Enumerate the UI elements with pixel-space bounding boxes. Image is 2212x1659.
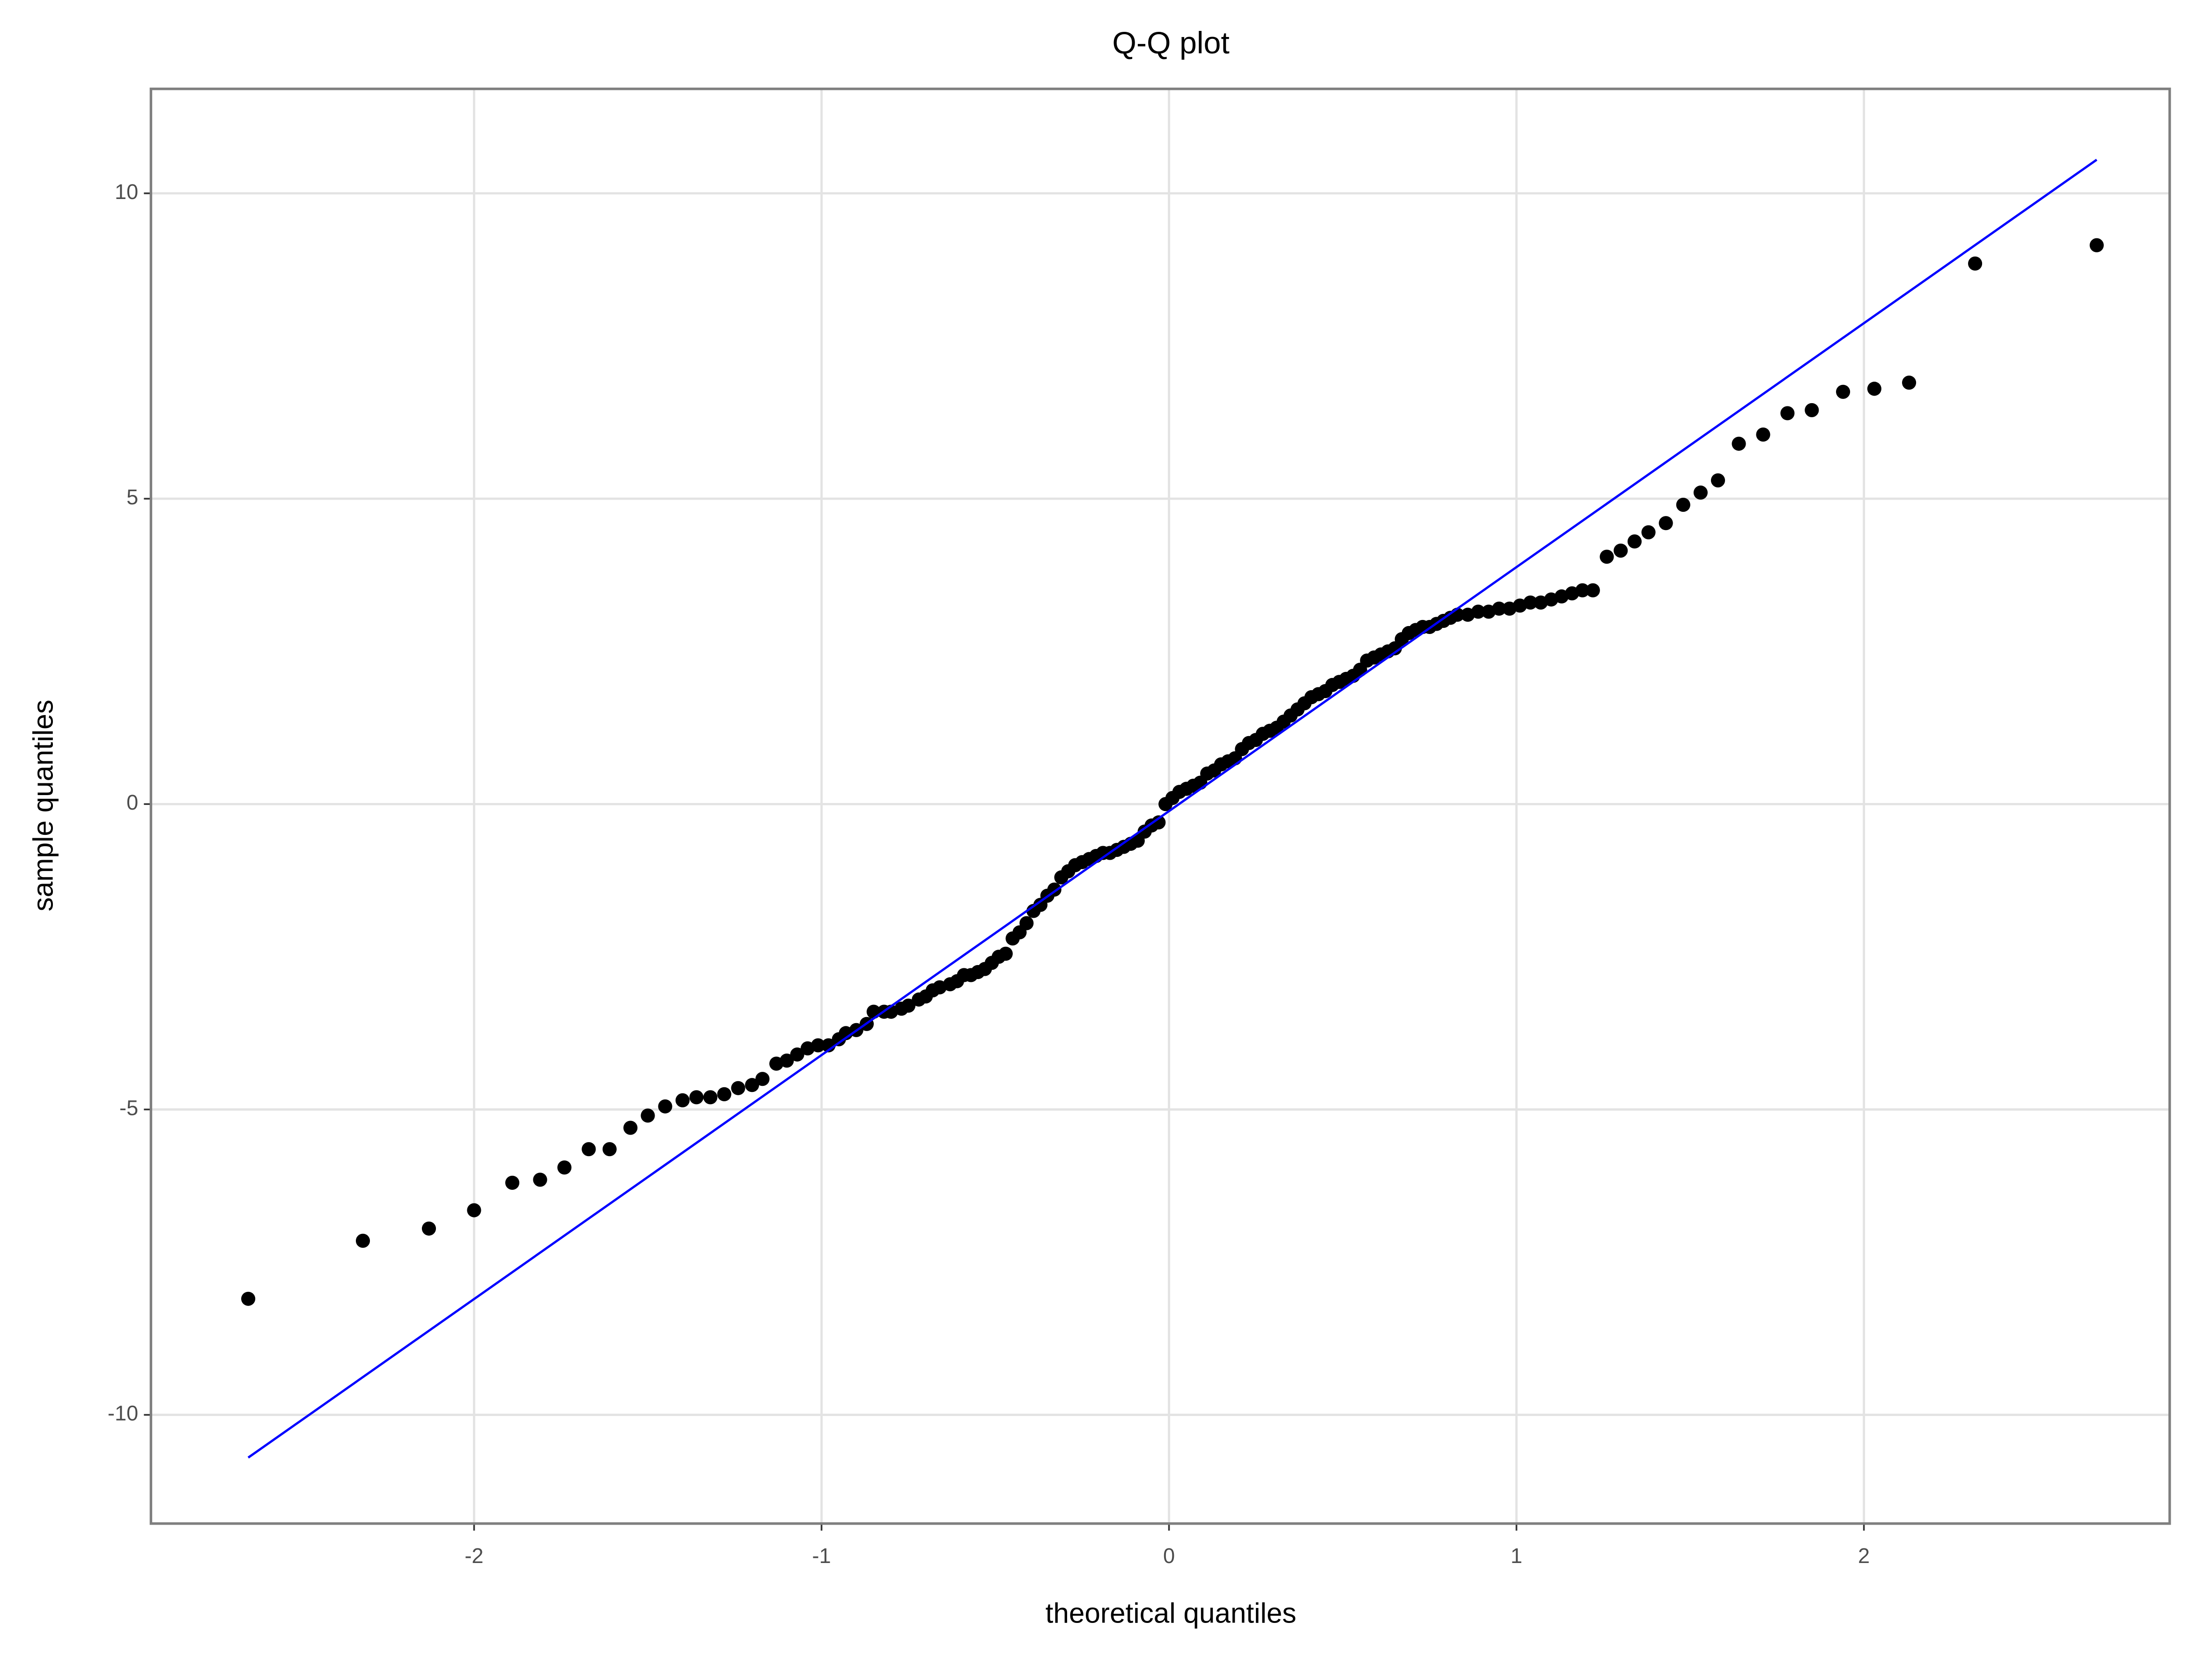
y-tick-label: 10: [115, 180, 138, 204]
point: [557, 1160, 572, 1175]
point: [1523, 595, 1538, 610]
point: [1968, 256, 1983, 271]
point: [641, 1108, 655, 1123]
point: [1756, 428, 1770, 442]
x-tick-label: -2: [465, 1544, 483, 1568]
point: [901, 998, 916, 1013]
point: [1659, 516, 1673, 531]
point: [533, 1172, 547, 1187]
point: [1151, 815, 1166, 830]
point: [505, 1175, 520, 1190]
reference-line: [247, 159, 2098, 1459]
point: [780, 1053, 794, 1068]
point: [689, 1090, 704, 1105]
point: [1575, 583, 1590, 597]
y-tick-label: -10: [108, 1401, 138, 1425]
point: [1614, 543, 1628, 558]
point: [1693, 485, 1708, 500]
point: [421, 1221, 436, 1236]
point: [355, 1233, 370, 1248]
point: [658, 1099, 672, 1113]
point: [2089, 238, 2104, 252]
point: [745, 1078, 759, 1092]
x-tick-label: 0: [1163, 1544, 1175, 1568]
point: [582, 1142, 596, 1157]
x-tick-label: 1: [1511, 1544, 1522, 1568]
y-axis-label: sample quantiles: [27, 700, 59, 911]
point: [1805, 403, 1819, 417]
point: [623, 1121, 638, 1135]
point: [1585, 583, 1600, 597]
chart-title: Q-Q plot: [1112, 26, 1229, 60]
point: [1019, 916, 1034, 930]
y-tick-label: 0: [126, 790, 138, 814]
point: [811, 1038, 826, 1053]
point: [675, 1093, 690, 1107]
plot-border: [149, 88, 2171, 1525]
x-tick-label: -1: [812, 1544, 831, 1568]
point: [790, 1047, 804, 1062]
point: [1711, 473, 1725, 487]
x-tick-label: 2: [1858, 1544, 1870, 1568]
point: [1836, 384, 1851, 399]
point: [998, 946, 1013, 961]
point: [467, 1203, 481, 1217]
point: [1867, 382, 1881, 396]
point: [1780, 406, 1795, 420]
point: [1471, 605, 1486, 619]
point: [1627, 534, 1642, 549]
point: [1902, 376, 1917, 390]
point: [717, 1087, 731, 1101]
point: [1641, 525, 1656, 539]
y-tick-label: -5: [119, 1096, 138, 1120]
point: [1600, 549, 1614, 564]
x-axis-label: theoretical quantiles: [1046, 1597, 1297, 1629]
point: [755, 1072, 770, 1086]
y-tick-label: 5: [126, 485, 138, 509]
point: [241, 1291, 256, 1306]
point: [602, 1142, 617, 1157]
point: [703, 1090, 718, 1105]
point: [1732, 436, 1746, 451]
point: [1492, 601, 1506, 616]
point: [731, 1081, 745, 1095]
point: [1676, 498, 1690, 512]
